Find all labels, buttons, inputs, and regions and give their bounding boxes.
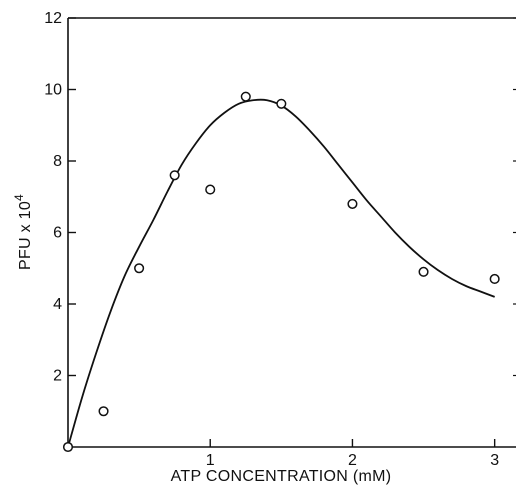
data-point	[99, 407, 108, 416]
data-point	[135, 264, 144, 273]
y-tick-label: 10	[44, 82, 62, 99]
axes	[68, 18, 516, 447]
data-point	[490, 275, 499, 284]
data-point	[170, 171, 179, 180]
x-tick-label: 2	[348, 452, 357, 469]
data-point	[277, 100, 286, 109]
fit-curve-layer	[68, 100, 495, 447]
data-point	[206, 185, 215, 194]
y-tick-label: 12	[44, 10, 62, 27]
y-axis-label-exponent: 4	[12, 194, 26, 201]
x-tick-label: 3	[490, 452, 499, 469]
y-axis-label: PFU x 104	[12, 194, 34, 270]
y-tick-label: 2	[53, 368, 62, 385]
y-tick-label: 6	[53, 225, 62, 242]
x-axis-ticks: 1 2 3	[206, 439, 499, 469]
y-tick-label: 8	[53, 153, 62, 170]
data-point	[348, 200, 357, 209]
fit-curve	[68, 100, 495, 447]
y-axis-ticks: 2 4 6 8 10 12	[44, 10, 516, 385]
y-axis-label-base: PFU x 10	[17, 201, 34, 270]
x-tick-label: 1	[206, 452, 215, 469]
y-tick-label: 4	[53, 296, 62, 313]
data-point	[241, 92, 250, 101]
data-point	[64, 443, 73, 452]
data-points-layer	[64, 92, 499, 451]
data-point	[419, 268, 428, 277]
x-axis-label: ATP CONCENTRATION (mM)	[171, 468, 392, 485]
